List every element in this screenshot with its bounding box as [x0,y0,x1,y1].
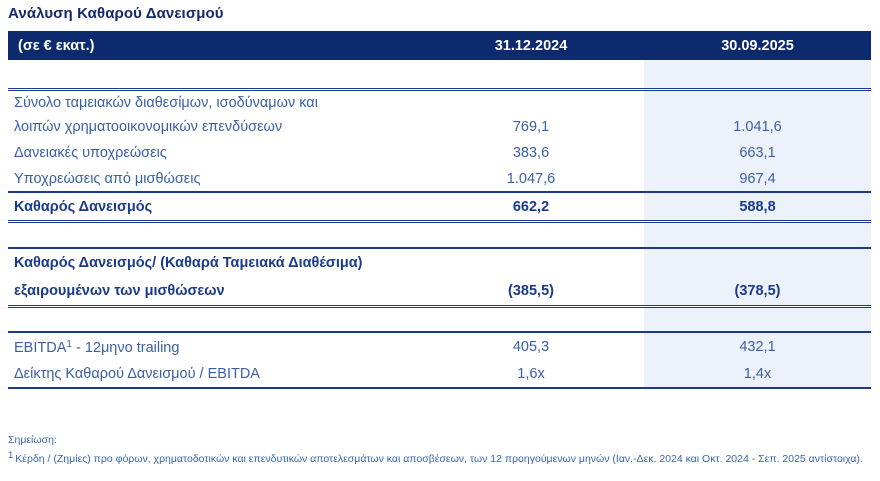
value-30-09-2025: 1,4x [644,361,871,387]
page-title: Ανάλυση Καθαρού Δανεισμού [8,5,224,22]
table-header-row: (σε € εκατ.) 31.12.2024 30.09.2025 [8,31,871,60]
footnote-1-text: Κέρδη / (Ζημίες) προ φόρων, χρηματοδοτικ… [15,453,863,465]
row-label: Καθαρός Δανεισμός [14,198,153,215]
value-30-09-2025 [644,308,871,331]
value-30-09-2025: 663,1 [644,140,871,166]
net-debt-table: (σε € εκατ.) 31.12.2024 30.09.2025 Σύνολ… [8,31,871,389]
row-label: λοιπών χρηματοοικονομικών επενδύσεων [14,119,283,135]
row-label: Καθαρός Δανεισμός/ (Καθαρά Ταμειακά Διαθ… [14,255,363,271]
table-row: Καθαρός Δανεισμός 662,2 588,8 [8,193,871,223]
footnote-reference: 1 [66,338,72,350]
row-label: εξαιρουμένων των μισθώσεων [14,283,225,299]
value-30-09-2025 [644,60,871,88]
value-31-12-2024: 1,6x [517,366,545,382]
table-row: Καθαρός Δανεισμός/ (Καθαρά Ταμειακά Διαθ… [8,249,871,277]
notes-heading: Σημείωση: [8,434,57,446]
value-30-09-2025 [644,91,871,114]
row-label: Σύνολο ταμειακών διαθεσίμων, ισοδύναμων … [14,94,318,111]
notes-section: Σημείωση: 1 Κέρδη / (Ζημίες) προ φόρων, χ… [8,434,874,465]
value-30-09-2025: 1.041,6 [644,114,871,140]
spacer-row [8,308,871,333]
value-31-12-2024: 662,2 [512,198,550,215]
row-label: Υποχρεώσεις από μισθώσεις [14,170,201,187]
footnote-1: 1 Κέρδη / (Ζημίες) προ φόρων, χρηματοδοτι… [8,450,874,465]
row-label: EBITDA1 - 12μηνο trailing [14,338,180,356]
table-row: Υποχρεώσεις από μισθώσεις 1.047,6 967,4 [8,166,871,193]
table-body: Σύνολο ταμειακών διαθεσίμων, ισοδύναμων … [8,60,871,389]
unit-label: (σε € εκατ.) [18,37,95,54]
table-row: Σύνολο ταμειακών διαθεσίμων, ισοδύναμων … [8,91,871,114]
value-31-12-2024: 405,3 [512,339,550,355]
spacer-row [8,223,871,249]
table-row: λοιπών χρηματοοικονομικών επενδύσεων 769,… [8,114,871,140]
row-label: Δανειακές υποχρεώσεις [14,145,167,161]
table-row: EBITDA1 - 12μηνο trailing 405,3 432,1 [8,333,871,361]
value-30-09-2025: 588,8 [644,193,871,220]
table-row: εξαιρουμένων των μισθώσεων (385,5) (378,5) [8,277,871,308]
value-31-12-2024: (385,5) [508,283,554,299]
value-31-12-2024: 383,6 [512,145,550,161]
value-30-09-2025: 967,4 [644,166,871,191]
value-31-12-2024: 769,1 [512,119,550,135]
column-header-30-09-2025: 30.09.2025 [721,37,794,54]
value-30-09-2025 [644,223,871,247]
value-30-09-2025 [644,249,871,277]
footnote-1-marker: 1 [8,450,14,461]
column-header-31-12-2024: 31.12.2024 [494,37,568,54]
value-30-09-2025: 432,1 [644,333,871,361]
table-row: Δανειακές υποχρεώσεις 383,6 663,1 [8,140,871,166]
value-31-12-2024: 1.047,6 [506,170,556,187]
table-row: Δείκτης Καθαρού Δανεισμού / EBITDA 1,6x 1,… [8,361,871,389]
row-label: Δείκτης Καθαρού Δανεισμού / EBITDA [14,366,260,382]
spacer-row [8,60,871,91]
value-30-09-2025: (378,5) [644,277,871,305]
